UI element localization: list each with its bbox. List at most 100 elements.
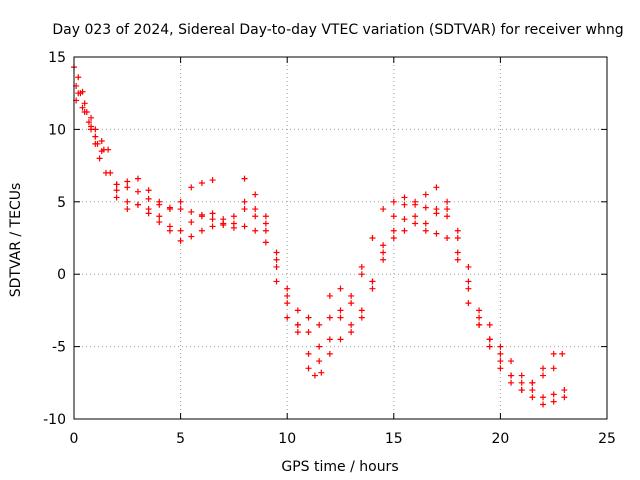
data-point: [422, 191, 429, 198]
data-point: [540, 394, 547, 401]
data-point: [156, 198, 163, 205]
data-point: [284, 314, 291, 321]
data-point: [92, 126, 99, 133]
data-point: [550, 350, 557, 357]
data-point: [465, 263, 472, 270]
data-point: [156, 213, 163, 220]
data-point: [497, 358, 504, 365]
data-point: [252, 206, 259, 213]
data-point: [497, 350, 504, 357]
data-point: [454, 249, 461, 256]
data-point: [486, 321, 493, 328]
data-point: [401, 201, 408, 208]
data-point: [433, 184, 440, 191]
data-point: [337, 336, 344, 343]
data-point: [134, 201, 141, 208]
x-tick-label: 0: [70, 431, 79, 447]
data-point: [508, 372, 515, 379]
data-point: [433, 210, 440, 217]
data-point: [273, 256, 280, 263]
data-point: [412, 213, 419, 220]
y-tick-label: 5: [57, 195, 66, 211]
data-point: [422, 220, 429, 227]
data-point: [422, 204, 429, 211]
data-point: [294, 329, 301, 336]
data-point: [92, 133, 99, 140]
data-point: [465, 300, 472, 307]
data-point: [311, 372, 318, 379]
data-point: [358, 263, 365, 270]
data-point: [390, 235, 397, 241]
series-track-3: [73, 97, 566, 394]
data-point: [380, 242, 387, 249]
data-point: [220, 216, 227, 223]
data-point: [262, 213, 269, 220]
data-point: [220, 221, 227, 228]
series-track-2: [73, 82, 568, 408]
data-point: [198, 213, 205, 220]
data-point: [209, 216, 216, 223]
data-point: [113, 187, 120, 194]
data-point: [390, 198, 397, 205]
data-point: [316, 321, 323, 328]
data-point: [454, 256, 461, 263]
data-point: [380, 249, 387, 256]
data-point: [476, 307, 483, 314]
x-tick-label: 15: [385, 431, 403, 447]
data-point: [177, 227, 184, 234]
x-tick-label: 10: [278, 431, 296, 447]
data-point: [433, 230, 440, 237]
data-point: [550, 365, 557, 372]
series-track-4: [75, 90, 557, 386]
data-point: [518, 387, 525, 394]
data-point: [113, 181, 120, 188]
data-point: [454, 227, 461, 234]
data-point: [166, 206, 173, 213]
data-point: [326, 292, 333, 299]
data-point: [75, 90, 82, 97]
x-axis-label: GPS time / hours: [281, 459, 398, 475]
data-point: [326, 336, 333, 343]
data-point: [230, 220, 237, 227]
data-point: [380, 256, 387, 263]
data-point: [252, 227, 259, 234]
data-point: [305, 314, 312, 321]
data-point: [465, 285, 472, 292]
data-point: [81, 100, 88, 107]
data-point: [124, 178, 131, 185]
data-point: [550, 391, 557, 398]
data-point: [166, 223, 173, 230]
data-point: [497, 365, 504, 372]
data-point: [337, 307, 344, 314]
chart-title: Day 023 of 2024, Sidereal Day-to-day VTE…: [52, 22, 623, 38]
data-point: [188, 233, 195, 240]
grid: [74, 57, 607, 419]
data-point: [348, 292, 355, 299]
data-points: [71, 64, 568, 408]
x-tick-label: 25: [598, 431, 616, 447]
data-point: [241, 206, 248, 213]
data-point: [305, 329, 312, 336]
data-point: [145, 206, 152, 213]
data-point: [529, 387, 536, 394]
data-point: [561, 394, 568, 401]
data-point: [284, 285, 291, 292]
data-point: [508, 379, 515, 386]
data-point: [550, 398, 557, 405]
data-point: [241, 175, 248, 182]
data-point: [284, 300, 291, 307]
data-point: [209, 177, 216, 184]
y-tick-label: 10: [48, 122, 66, 138]
data-point: [273, 278, 280, 285]
data-point: [188, 219, 195, 226]
data-point: [326, 314, 333, 321]
data-point: [348, 321, 355, 328]
data-point: [252, 213, 259, 220]
data-point: [401, 227, 408, 234]
data-point: [540, 401, 547, 408]
data-point: [124, 206, 131, 213]
data-point: [444, 235, 451, 241]
data-point: [369, 285, 376, 292]
y-tick-label: 15: [48, 50, 66, 66]
